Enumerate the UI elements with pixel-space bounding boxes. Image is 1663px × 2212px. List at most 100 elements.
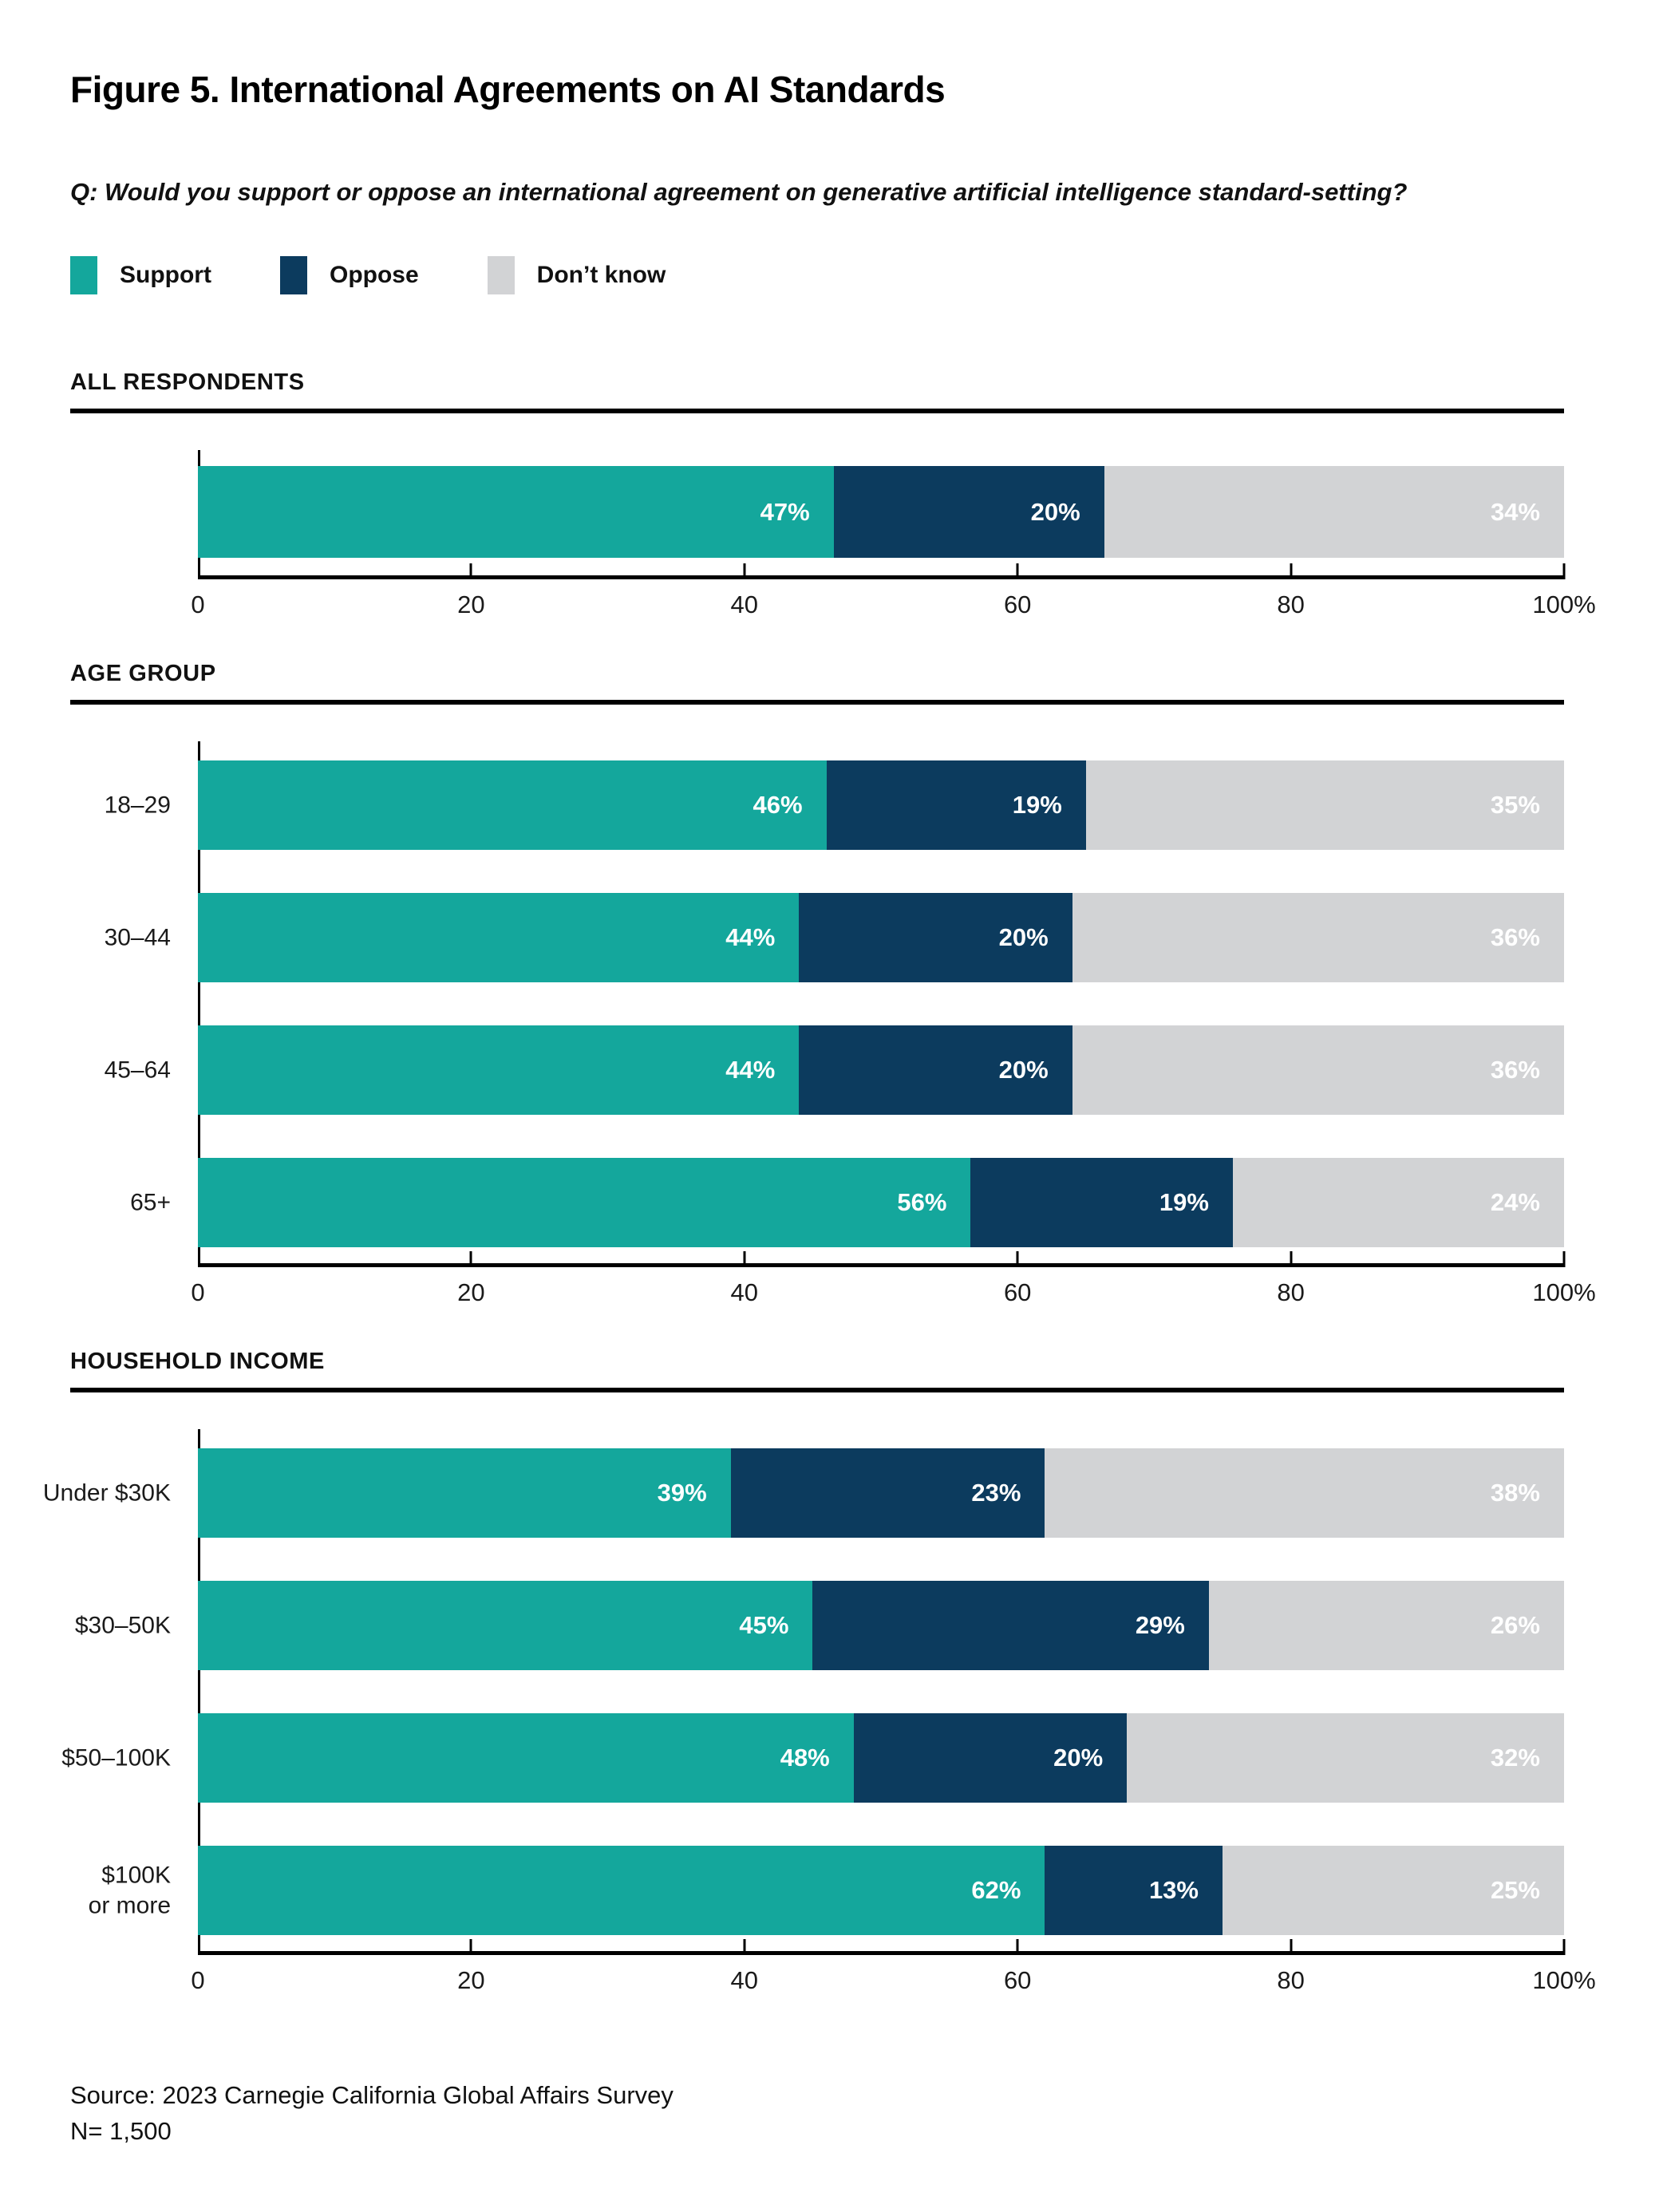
section-all-respondents: ALL RESPONDENTS 47% 20% 34% 0 20 40 60 80 100% <box>70 369 1596 622</box>
segment-value-label: 44% <box>725 1056 776 1084</box>
bar-segment-dont-know: 26% <box>1208 1581 1564 1670</box>
x-axis-tick-labels: 0 20 40 60 80 100% <box>191 1966 1595 1998</box>
figure-title: Figure 5. International Agreements on AI… <box>70 69 946 110</box>
x-axis-tick-labels: 0 20 40 60 80 100% <box>191 591 1595 622</box>
segment-value-label: 20% <box>1030 497 1080 526</box>
x-axis-tick <box>1290 1251 1293 1267</box>
plot-area: 18–29 46% 19% 35% 30–44 44% 20% 36% 45–64 44% 20% 3… <box>105 741 1564 1263</box>
bar-segment-support: 62% <box>198 1846 1045 1935</box>
dont-know-swatch <box>487 256 515 294</box>
segment-value-label: 25% <box>1490 1876 1540 1904</box>
x-axis-tick-label: 40 <box>730 591 759 618</box>
bar-segment-dont-know: 32% <box>1127 1713 1564 1803</box>
plot-area: Under $30K 39% 23% 38% $30–50K 45% 29% 26% $50–1… <box>43 1429 1564 1951</box>
category-label: $30–50K <box>74 1612 171 1639</box>
segment-value-label: 34% <box>1490 497 1540 526</box>
oppose-swatch <box>279 256 307 294</box>
stacked-bar: 44% 20% 36% <box>198 1025 1564 1115</box>
bar-row: Under $30K 39% 23% 38% <box>43 1448 1564 1538</box>
chart-age-group: 18–29 46% 19% 35% 30–44 44% 20% 36% 45–64 44% 20% 3… <box>70 741 1596 1310</box>
stacked-bar: 62% 13% 25% <box>198 1846 1564 1935</box>
x-axis-tick <box>469 1939 472 1955</box>
legend-label-support: Support <box>120 262 211 288</box>
bar-segment-oppose: 20% <box>853 1713 1128 1803</box>
y-axis-line <box>198 1429 200 1951</box>
segment-value-label: 13% <box>1148 1876 1199 1904</box>
x-axis <box>198 1251 1566 1267</box>
segment-value-label: 35% <box>1490 791 1540 819</box>
x-axis-tick-label: 80 <box>1277 591 1305 618</box>
bar-segment-support: 44% <box>198 893 800 982</box>
sample-size: N= 1,500 <box>70 2116 172 2145</box>
x-axis-tick <box>1562 1939 1566 1955</box>
bar-segment-support: 45% <box>198 1581 813 1670</box>
x-axis-tick-label: 0 <box>191 591 205 618</box>
stacked-bar: 46% 19% 35% <box>198 760 1564 850</box>
category-label: 45–64 <box>104 1057 171 1084</box>
bar-row: $50–100K 48% 20% 32% <box>61 1713 1564 1803</box>
segment-value-label: 39% <box>657 1479 707 1507</box>
bar-segment-dont-know: 38% <box>1045 1448 1564 1538</box>
chart-household-income: Under $30K 39% 23% 38% $30–50K 45% 29% 26% $50–1… <box>43 1429 1596 1998</box>
stacked-bar: 39% 23% 38% <box>198 1448 1564 1538</box>
legend-item-dont-know: Don’t know <box>487 256 666 294</box>
bar-row: 30–44 44% 20% 36% <box>105 893 1564 982</box>
x-axis-tick-label: 80 <box>1277 1966 1305 1994</box>
bar-row: $100K or more 62% 13% 25% <box>89 1846 1564 1935</box>
x-axis-tick-label: 20 <box>457 591 485 618</box>
x-axis-tick-label: 0 <box>191 1278 205 1306</box>
source-line: Source: 2023 Carnegie California Global … <box>70 2081 673 2109</box>
x-axis-tick <box>743 1939 746 1955</box>
bar-segment-dont-know: 34% <box>1104 466 1564 558</box>
segment-value-label: 24% <box>1490 1188 1540 1216</box>
bar-segment-support: 56% <box>198 1158 971 1247</box>
bar-segment-dont-know: 35% <box>1085 760 1564 850</box>
bar-row: 18–29 46% 19% 35% <box>105 760 1564 850</box>
bar-segment-oppose: 19% <box>970 1158 1233 1247</box>
x-axis-tick-labels: 0 20 40 60 80 100% <box>191 1278 1595 1310</box>
stacked-bar: 56% 19% 24% <box>198 1158 1564 1247</box>
plot-area: 47% 20% 34% <box>198 450 1564 575</box>
category-label: Under $30K <box>42 1479 171 1507</box>
segment-value-label: 46% <box>752 791 803 819</box>
x-axis-tick <box>1290 563 1293 579</box>
y-axis-line <box>198 741 200 1263</box>
segment-value-label: 62% <box>971 1876 1021 1904</box>
category-label: 65+ <box>130 1189 171 1216</box>
x-axis-tick <box>1562 563 1566 579</box>
section-header-all-respondents: ALL RESPONDENTS <box>70 369 1564 413</box>
segment-value-label: 32% <box>1490 1744 1540 1772</box>
segment-value-label: 26% <box>1490 1611 1540 1639</box>
bar-segment-dont-know: 25% <box>1222 1846 1564 1935</box>
x-axis-tick <box>743 563 746 579</box>
section-header-age-group: AGE GROUP <box>70 661 1564 705</box>
bar-segment-oppose: 20% <box>799 1025 1072 1115</box>
x-axis-tick-label: 0 <box>191 1966 205 1994</box>
x-axis-tick-label: 100% <box>1532 1966 1596 1994</box>
stacked-bar: 47% 20% 34% <box>198 466 1564 558</box>
chart-all-respondents: 47% 20% 34% 0 20 40 60 80 100% <box>70 450 1596 622</box>
bar-row: 65+ 56% 19% 24% <box>130 1158 1564 1247</box>
x-axis-tick-label: 100% <box>1532 591 1596 618</box>
x-axis-tick <box>1290 1939 1293 1955</box>
x-axis-tick-label: 80 <box>1277 1278 1305 1306</box>
bar-row: $30–50K 45% 29% 26% <box>75 1581 1564 1670</box>
x-axis-tick-label: 60 <box>1003 1278 1032 1306</box>
segment-value-label: 20% <box>998 923 1049 951</box>
segment-value-label: 44% <box>725 923 776 951</box>
x-axis-tick-label: 40 <box>730 1278 759 1306</box>
survey-question: Q: Would you support or oppose an intern… <box>70 178 1408 206</box>
legend-item-oppose: Oppose <box>279 256 419 294</box>
bar-segment-oppose: 20% <box>833 466 1104 558</box>
segment-value-label: 48% <box>780 1744 830 1772</box>
stacked-bar: 48% 20% 32% <box>198 1713 1564 1803</box>
x-axis-tick-label: 60 <box>1003 591 1032 618</box>
segment-value-label: 20% <box>1053 1744 1104 1772</box>
segment-value-label: 36% <box>1490 923 1540 951</box>
x-axis-tick <box>469 563 472 579</box>
category-label: $100K or more <box>88 1862 171 1919</box>
segment-value-label: 36% <box>1490 1056 1540 1084</box>
segment-value-label: 56% <box>897 1188 947 1216</box>
bar-segment-dont-know: 36% <box>1072 893 1564 982</box>
segment-value-label: 20% <box>998 1056 1049 1084</box>
